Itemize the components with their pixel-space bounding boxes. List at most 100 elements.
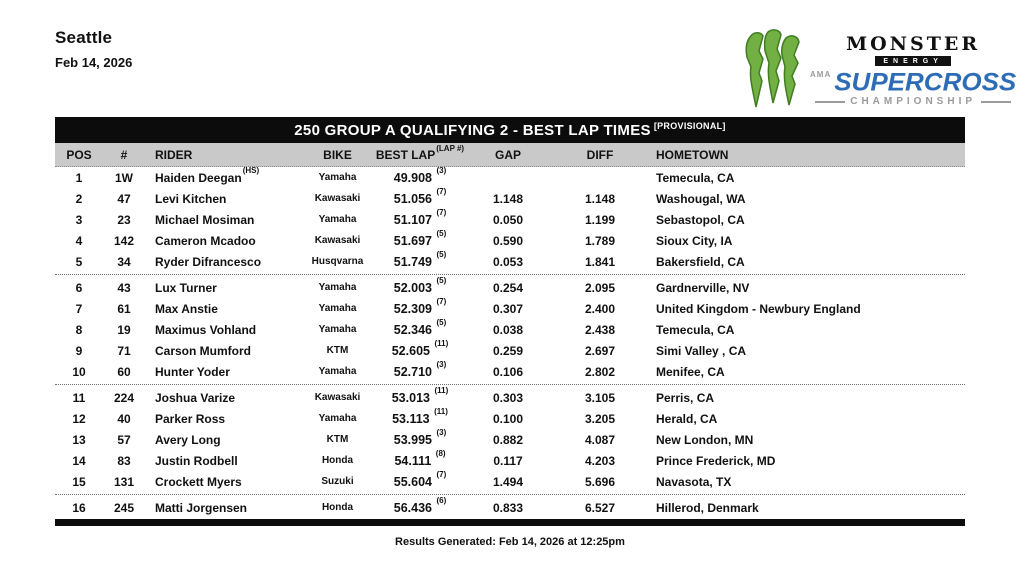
logo-monster-text: MONSTER [846,33,981,55]
cell-position: 13 [72,432,86,447]
logo-wordmark: MONSTER ENERGY AMA SUPERCROSS CHAMPIONSH… [810,35,1016,107]
table-row: 13 57 Avery Long KTM 53.995 (3) 0.882 4.… [55,427,965,450]
cell-diff: 4.087 [584,432,616,447]
cell-position: 10 [72,364,86,379]
cell-gap: 0.259 [492,343,524,358]
cell-diff: 2.438 [584,322,616,337]
cell-number: 224 [113,390,135,405]
cell-hometown: Herald, CA [656,411,718,426]
lap-number: (5) [436,249,447,259]
cell-best-lap: 55.604 (7) [393,469,447,490]
cell-hometown: Navasota, TX [656,474,732,489]
cell-diff: 1.199 [584,212,616,227]
cell-gap: 0.882 [492,432,524,447]
cell-rider: Joshua Varize [155,391,236,405]
cell-hometown: Menifee, CA [656,364,725,379]
cell-rider: Maximus Vohland [155,323,257,337]
cell-position: 8 [75,322,83,337]
cell-diff: 1.148 [584,191,616,206]
cell-rider: Max Anstie [155,302,218,316]
table-row: 4 142 Cameron Mcadoo Kawasaki 51.697 (5)… [55,228,965,251]
cell-position: 1 [75,170,83,185]
cell-number: 61 [117,301,131,316]
logo-ama-text: AMA [810,70,832,79]
table-title-bar: 250 GROUP A QUALIFYING 2 - BEST LAP TIME… [55,117,965,143]
cell-number: 1W [115,170,133,185]
cell-position: 7 [75,301,83,316]
cell-number: 19 [117,322,131,337]
cell-gap: 0.050 [492,212,524,227]
cell-bike: Kawasaki [314,235,361,246]
lap-number: (8) [435,448,446,458]
cell-number: 71 [117,343,131,358]
cell-rider: Justin Rodbell [155,454,238,468]
lap-number: (11) [434,385,449,395]
table-row: 8 19 Maximus Vohland Yamaha 52.346 (5) 0… [55,318,965,340]
cell-rider: Haiden Deegan(HS) [155,166,260,185]
cell-rider: Carson Mumford [155,344,251,358]
cell-position: 3 [75,212,83,227]
cell-rider: Michael Mosiman [155,213,255,227]
cell-hometown: Simi Valley , CA [656,343,747,358]
event-header: Seattle Feb 14, 2026 [55,28,132,70]
dash-line-right [981,101,1012,103]
table-row: 14 83 Justin Rodbell Honda 54.111 (8) 0.… [55,448,965,471]
cell-number: 245 [113,500,135,515]
lap-number: (3) [436,427,447,437]
cell-position: 5 [75,254,83,269]
cell-best-lap: 51.697 (5) [393,228,447,249]
column-header-row: POS # RIDER BIKE BEST LAP(LAP #) GAP DIF… [55,143,965,167]
table-row: 9 71 Carson Mumford KTM 52.605 (11) 0.25… [55,338,965,361]
cell-gap: 1.494 [492,474,524,489]
cell-diff: 3.105 [584,390,616,405]
table-row: 2 47 Levi Kitchen Kawasaki 51.056 (7) 1.… [55,187,965,209]
table-row: 11 224 Joshua Varize Kawasaki 53.013 (11… [55,385,965,408]
cell-bike: Husqvarna [311,256,364,267]
col-number: # [120,147,128,162]
dash-line-left [815,101,846,103]
cell-position: 4 [75,233,83,248]
cell-position: 12 [72,411,86,426]
cell-diff: 5.696 [584,474,616,489]
cell-rider: Hunter Yoder [155,365,230,379]
cell-number: 43 [117,280,131,295]
cell-rider: Avery Long [155,433,221,447]
group-separator [55,384,965,385]
cell-rider: Lux Turner [155,281,217,295]
cell-rider: Parker Ross [155,412,226,426]
event-date: Feb 14, 2026 [55,55,133,70]
logo-championship-text: CHAMPIONSHIP [850,96,977,107]
cell-number: 34 [117,254,131,269]
cell-diff: 3.205 [584,411,616,426]
cell-gap: 0.106 [492,364,524,379]
cell-bike: Honda [321,502,354,513]
lap-number: (5) [436,275,447,285]
table-row: 16 245 Matti Jorgensen Honda 56.436 (6) … [55,496,965,518]
cell-number: 142 [113,233,135,248]
cell-position: 15 [72,474,86,489]
cell-gap: 0.038 [492,322,524,337]
cell-best-lap: 51.749 (5) [393,249,447,270]
cell-position: 11 [72,390,86,405]
cell-best-lap: 54.111 (8) [394,448,446,469]
results-generated-note: Results Generated: Feb 14, 2026 at 12:25… [395,536,625,548]
cell-bike: Yamaha [318,172,357,183]
cell-best-lap: 52.605 (11) [391,338,449,359]
cell-gap: 0.590 [492,233,524,248]
cell-diff: 4.203 [584,453,616,468]
cell-best-lap: 52.309 (7) [393,296,447,317]
table-row: 15 131 Crockett Myers Suzuki 55.604 (7) … [55,469,965,492]
cell-position: 9 [75,343,83,358]
lap-number: (7) [436,469,447,479]
cell-bike: Yamaha [318,366,357,377]
table-row: 5 34 Ryder Difrancesco Husqvarna 51.749 … [55,249,965,272]
col-bike: BIKE [323,147,352,162]
col-rider: RIDER [155,147,193,162]
logo-energy-text: ENERGY [875,56,951,66]
cell-hometown: Prince Frederick, MD [656,453,776,468]
lap-number: (11) [434,406,448,416]
cell-rider: Cameron Mcadoo [155,234,256,248]
cell-best-lap: 51.107 (7) [393,207,447,228]
cell-position: 16 [72,500,86,515]
cell-hometown: Sioux City, IA [656,233,733,248]
